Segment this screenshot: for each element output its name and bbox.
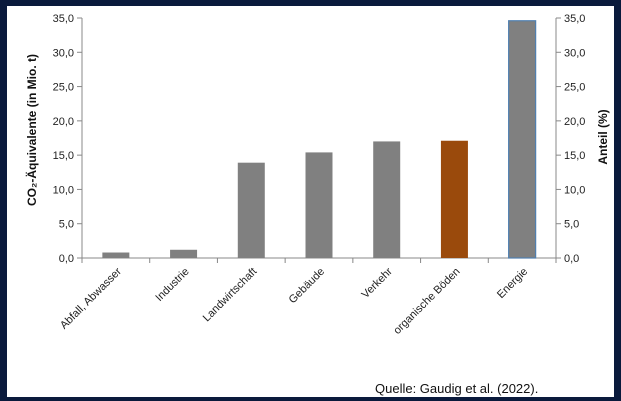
left-tick-label: 20,0: [53, 116, 74, 128]
y-axis-title-right: Anteil (%): [596, 109, 610, 164]
source-caption: Quelle: Gaudig et al. (2022).: [375, 381, 539, 396]
bar-gebäude: [305, 152, 333, 258]
bar-energie: [508, 20, 537, 259]
right-tick-label: 20,0: [564, 116, 585, 128]
left-axis-ticks: 0,0 5,0 10,0 15,0 20,0 25,0 30,0 35,0: [53, 13, 82, 265]
category-label: Gebäude: [287, 266, 327, 306]
right-tick-label: 0,0: [564, 253, 579, 265]
plot-area: 0,0 5,0 10,0 15,0 20,0 25,0 30,0 35,0 0,0 5,0 10,…: [53, 13, 586, 337]
left-tick-label: 15,0: [53, 150, 74, 162]
category-label: Industrie: [153, 266, 191, 304]
right-tick-label: 5,0: [564, 219, 579, 231]
right-axis-ticks: 0,0 5,0 10,0 15,0 20,0 25,0 30,0 35,0: [556, 13, 585, 265]
bar-landwirtschaft: [237, 162, 265, 258]
bar-abfall-abwasser: [102, 252, 130, 258]
right-tick-label: 35,0: [564, 13, 585, 25]
bars: [102, 20, 537, 259]
bar-industrie: [170, 249, 198, 258]
left-tick-label: 10,0: [53, 184, 74, 196]
y-axis-title-left: CO₂-Äquivalente (in Mio. t): [24, 54, 39, 206]
bar-verkehr: [373, 141, 401, 258]
category-label: Abfall, Abwasser: [58, 265, 124, 331]
category-label: organische Böden: [391, 266, 462, 337]
category-label: Energie: [495, 266, 530, 301]
x-axis-ticks: [81, 258, 557, 263]
right-tick-label: 30,0: [564, 47, 585, 59]
category-label: Landwirtschaft: [201, 266, 260, 325]
category-label: Verkehr: [360, 265, 396, 301]
left-tick-label: 25,0: [53, 82, 74, 94]
left-tick-label: 30,0: [53, 47, 74, 59]
right-tick-label: 25,0: [564, 82, 585, 94]
bar-organische-böden: [440, 140, 468, 258]
right-tick-label: 15,0: [564, 150, 585, 162]
left-tick-label: 5,0: [59, 219, 74, 231]
right-tick-label: 10,0: [564, 184, 585, 196]
category-labels: Abfall, Abwasser Industrie Landwirtschaft G…: [58, 265, 530, 336]
left-tick-label: 35,0: [53, 13, 74, 25]
left-tick-label: 0,0: [59, 253, 74, 265]
